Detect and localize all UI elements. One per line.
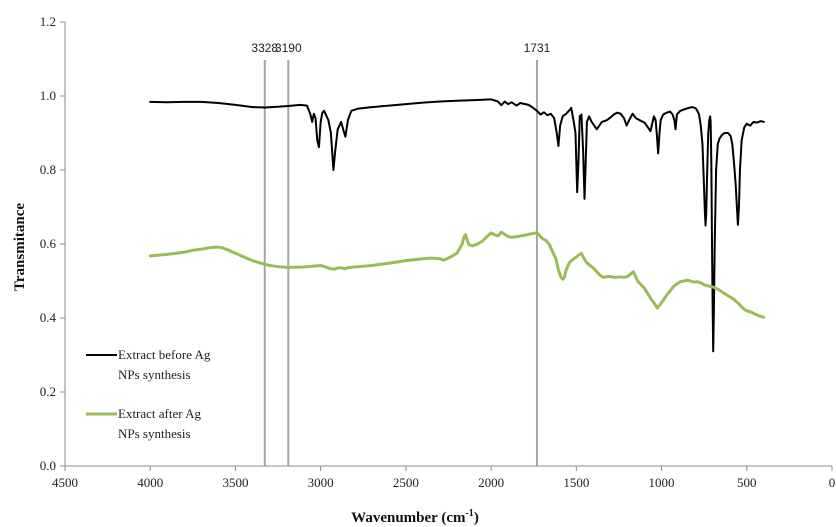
x-axis-title-main: Wavenumber (cm [351,510,466,526]
y-axis-title: Transmitance [12,203,28,291]
reference-line-label-1731: 1731 [524,41,551,55]
y-tick-label: 1.0 [40,88,56,103]
y-tick-label: 0.8 [40,162,56,177]
x-tick-label: 1000 [649,475,675,490]
y-tick-label: 1.2 [40,14,56,29]
legend-label-1: Extract before Ag [118,347,211,362]
x-axis-title: Wavenumber (cm-1) [351,508,479,526]
x-axis-title-superscript: -1 [465,508,473,519]
x-tick-label: 3000 [308,475,334,490]
x-tick-label: 500 [737,475,757,490]
x-tick-label: 1500 [563,475,589,490]
y-tick-label: 0.0 [40,458,56,473]
y-tick-label: 0.4 [40,310,57,325]
y-tick-label: 0.2 [40,384,56,399]
y-tick-label: 0.6 [40,236,57,251]
reference-line-label-3328: 3328 [251,41,278,55]
series-line-1 [149,98,765,353]
legend-label-2: NPs synthesis [118,426,191,441]
series-line-2 [148,230,766,319]
x-tick-label: 4500 [52,475,78,490]
reference-line-label-3190: 3190 [275,41,302,55]
legend: Extract before Ag NPs synthesis Extract af… [86,347,211,441]
x-tick-label: 2000 [478,475,504,490]
x-tick-label: 4000 [137,475,163,490]
axes: 0.0 0.2 0.4 0.6 0.8 1.0 1.2 4500 4000 3500 3000 250… [40,14,836,490]
x-tick-label: 0 [829,475,836,490]
x-axis-title-close: ) [474,510,479,526]
series-layer [148,98,766,353]
x-tick-label: 2500 [393,475,419,490]
x-tick-label: 3500 [222,475,248,490]
legend-label-1: NPs synthesis [118,367,191,382]
legend-label-2: Extract after Ag [118,406,202,421]
